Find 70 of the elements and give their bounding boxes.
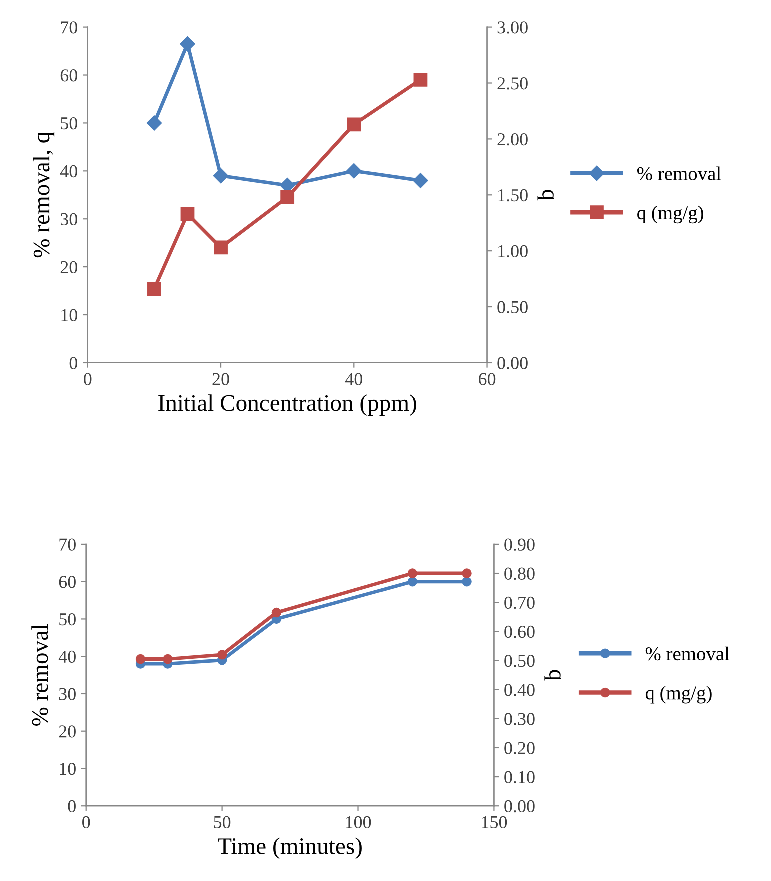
y2-tick-label: 0.10: [504, 771, 535, 784]
point: [408, 576, 418, 587]
y-tick-label: 10: [60, 762, 76, 776]
legend-label: % removal: [646, 646, 730, 661]
y2-tick-label: 0.70: [504, 596, 535, 610]
y-tick-label: 50: [60, 613, 76, 626]
point: [146, 116, 162, 131]
point: [462, 568, 472, 578]
x-tick-label: 40: [345, 373, 362, 386]
y2-tick-label: 0.00: [504, 800, 535, 813]
x-tick-label: 150: [482, 816, 508, 829]
y2-tick-label: 0.90: [504, 538, 535, 551]
point: [346, 164, 362, 179]
y-tick-label: 30: [60, 213, 78, 226]
legend-label: % removal: [638, 166, 722, 181]
y2-tick-label: 3.00: [498, 22, 528, 34]
y2-tick-label: 1.00: [498, 245, 528, 258]
point: [462, 576, 472, 587]
point: [214, 240, 228, 255]
x-tick-label: 60: [479, 373, 496, 386]
point: [217, 650, 228, 660]
x-tick-label: 20: [212, 373, 230, 386]
y2-tick-label: 0.40: [504, 684, 535, 696]
y2-tick-label: 0.00: [498, 357, 528, 370]
y-tick-label: 70: [61, 22, 78, 34]
y2-tick-label: 0.20: [504, 742, 535, 754]
legend-label: q (mg/g): [646, 686, 712, 704]
x-tick-label: 0: [84, 373, 92, 386]
y-tick-label: 0: [68, 800, 76, 813]
point: [148, 282, 162, 296]
point: [180, 207, 195, 222]
y2-axis-title: q: [544, 670, 562, 681]
point: [136, 654, 146, 664]
y2-tick-label: 0.80: [504, 568, 535, 580]
y-tick-label: 70: [60, 538, 76, 551]
y2-axis-title: q: [538, 190, 554, 201]
y-tick-label: 60: [59, 576, 76, 588]
point: [180, 36, 196, 52]
legend-label: q (mg/g): [638, 206, 704, 224]
y-tick-label: 30: [59, 688, 76, 700]
y2-tick-label: 0.50: [504, 655, 535, 668]
y2-tick-label: 2.00: [498, 133, 528, 146]
y2-tick-label: 0.30: [504, 713, 535, 726]
point: [414, 72, 428, 87]
point: [413, 173, 428, 188]
y-axis-title: % removal, q: [33, 132, 55, 258]
point: [213, 168, 229, 184]
y2-tick-label: 0.60: [504, 626, 535, 638]
y-tick-label: 50: [61, 117, 78, 130]
point: [347, 118, 362, 132]
y-tick-label: 40: [58, 650, 76, 664]
point: [280, 190, 295, 204]
x-tick-label: 0: [82, 816, 90, 829]
x-axis-title: Time (minutes): [218, 838, 362, 860]
x-tick-label: 100: [346, 816, 372, 829]
y-axis-title: % removal: [32, 624, 48, 726]
y-tick-label: 0: [70, 357, 78, 370]
x-axis-title: Initial Concentration (ppm): [158, 394, 416, 416]
x-tick-label: 50: [214, 816, 231, 829]
point: [408, 568, 418, 578]
y2-tick-label: 2.50: [498, 78, 528, 90]
y2-tick-label: 1.50: [498, 189, 528, 202]
point: [272, 608, 282, 618]
y-tick-label: 20: [60, 261, 78, 274]
y-tick-label: 10: [62, 309, 78, 322]
point: [163, 654, 173, 664]
y-tick-label: 60: [60, 70, 78, 82]
y-tick-label: 40: [60, 165, 78, 178]
y2-tick-label: 0.50: [498, 301, 528, 314]
y-tick-label: 20: [59, 726, 76, 738]
